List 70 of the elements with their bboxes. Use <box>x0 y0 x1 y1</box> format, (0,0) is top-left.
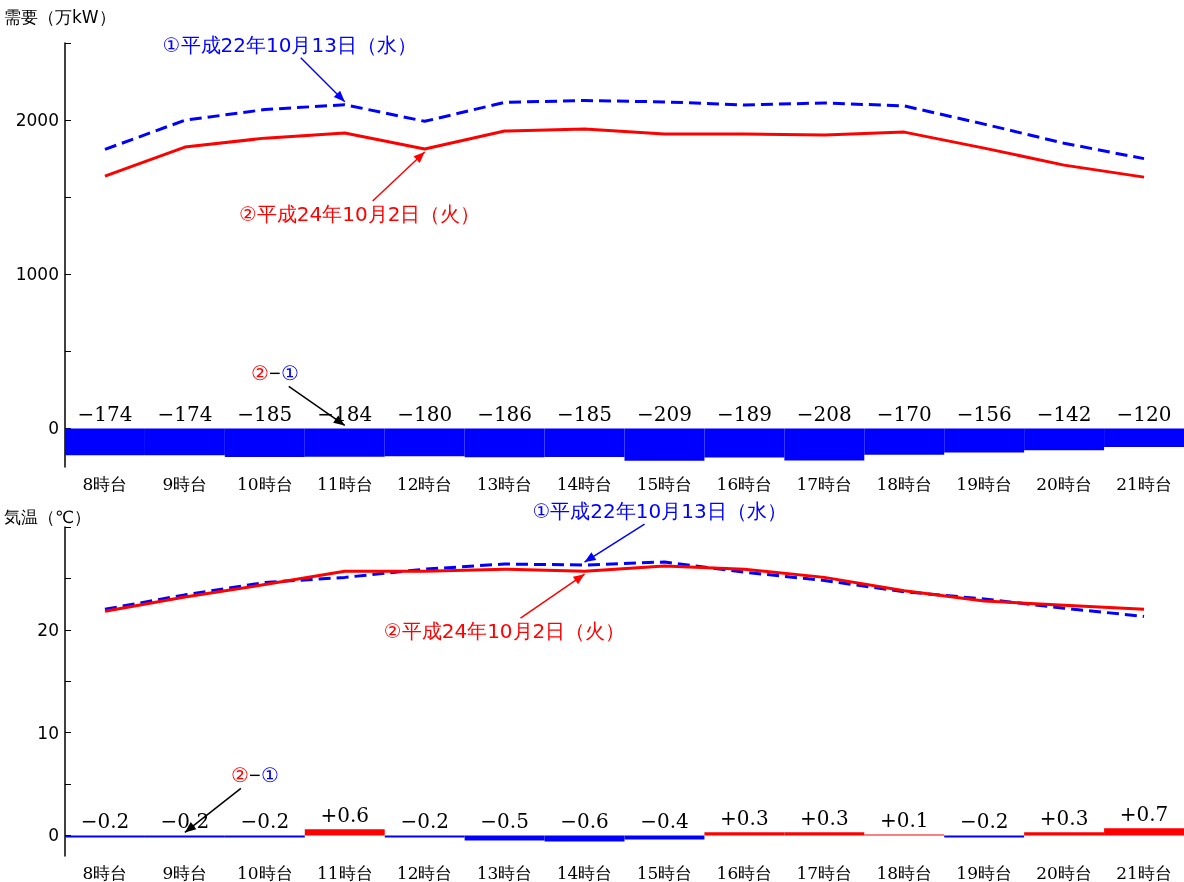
x-tick-label: 15時台 <box>636 862 693 882</box>
data-label: −0.5 <box>480 809 529 834</box>
x-tick-label: 8時台 <box>82 862 128 882</box>
data-label: +0.1 <box>879 808 929 833</box>
data-label: −0.2 <box>80 809 130 834</box>
x-tick-label: 20時台 <box>1036 473 1092 494</box>
y-tick-label: 0 <box>48 418 59 439</box>
data-label: −0.4 <box>640 809 689 834</box>
y-axis-title: 需要（万kW） <box>4 6 116 27</box>
x-tick-label: 8時台 <box>82 473 128 494</box>
data-label: −0.2 <box>400 809 449 834</box>
data-label: −208 <box>796 402 852 427</box>
annotation: ②平成24年10月2日（火） <box>383 619 626 644</box>
x-tick-label: 14時台 <box>556 862 613 882</box>
x-tick-label: 15時台 <box>636 473 693 494</box>
x-tick-label: 21時台 <box>1116 862 1172 882</box>
data-label: −174 <box>77 402 133 427</box>
y-axis-title: 気温（℃） <box>4 506 92 527</box>
y-tick-label: 10 <box>37 722 59 743</box>
x-tick-label: 21時台 <box>1116 473 1172 494</box>
x-tick-label: 13時台 <box>476 473 533 494</box>
data-label: −186 <box>477 402 533 427</box>
data-label: −185 <box>237 402 293 427</box>
x-tick-label: 10時台 <box>237 862 293 882</box>
line-series <box>103 99 1146 161</box>
y-tick-label: 20 <box>37 619 59 640</box>
data-label: −180 <box>397 402 453 427</box>
data-label: −0.6 <box>560 809 609 834</box>
data-label: −120 <box>1116 402 1172 427</box>
data-label: −142 <box>1036 402 1092 427</box>
x-tick-label: 20時台 <box>1036 862 1092 882</box>
data-label: +0.7 <box>1119 802 1169 827</box>
y-tick-label: 0 <box>48 825 59 846</box>
x-tick-label: 17時台 <box>796 862 853 882</box>
data-label: +0.3 <box>720 806 769 831</box>
x-tick-label: 16時台 <box>716 473 773 494</box>
x-tick-label: 13時台 <box>476 862 533 882</box>
x-tick-label: 19時台 <box>956 862 1012 882</box>
y-tick-label: 2000 <box>15 110 59 131</box>
annotation: ②−① <box>250 362 299 385</box>
data-label: −189 <box>716 402 772 427</box>
x-tick-label: 9時台 <box>162 862 208 882</box>
data-label: +0.3 <box>1039 806 1089 831</box>
data-label: +0.6 <box>320 803 370 828</box>
annotation: ①平成22年10月13日（水） <box>162 32 417 57</box>
x-tick-label: 12時台 <box>396 473 453 494</box>
data-label: −209 <box>637 402 692 427</box>
x-tick-label: 10時台 <box>237 473 293 494</box>
x-tick-label: 17時台 <box>796 473 853 494</box>
x-tick-label: 11時台 <box>316 862 373 882</box>
x-tick-label: 18時台 <box>876 473 933 494</box>
annotation: ②−① <box>231 764 279 787</box>
x-tick-label: 18時台 <box>876 862 933 882</box>
y-tick-label: 1000 <box>15 264 59 285</box>
x-tick-label: 16時台 <box>716 862 773 882</box>
x-tick-label: 12時台 <box>396 862 453 882</box>
annotation: ①平成22年10月13日（水） <box>532 499 787 524</box>
data-label: −0.2 <box>959 809 1009 834</box>
data-label: −170 <box>876 402 932 427</box>
x-tick-label: 9時台 <box>162 473 208 494</box>
x-tick-label: 19時台 <box>956 473 1012 494</box>
data-label: −156 <box>956 402 1012 427</box>
line-series <box>103 127 1146 179</box>
x-tick-label: 14時台 <box>556 473 613 494</box>
annotation: ②平成24年10月2日（火） <box>238 202 481 227</box>
data-label: −185 <box>557 402 612 427</box>
data-label: −174 <box>157 402 213 427</box>
x-tick-label: 11時台 <box>316 473 373 494</box>
data-label: +0.3 <box>800 806 849 831</box>
data-label: −0.2 <box>240 809 290 834</box>
